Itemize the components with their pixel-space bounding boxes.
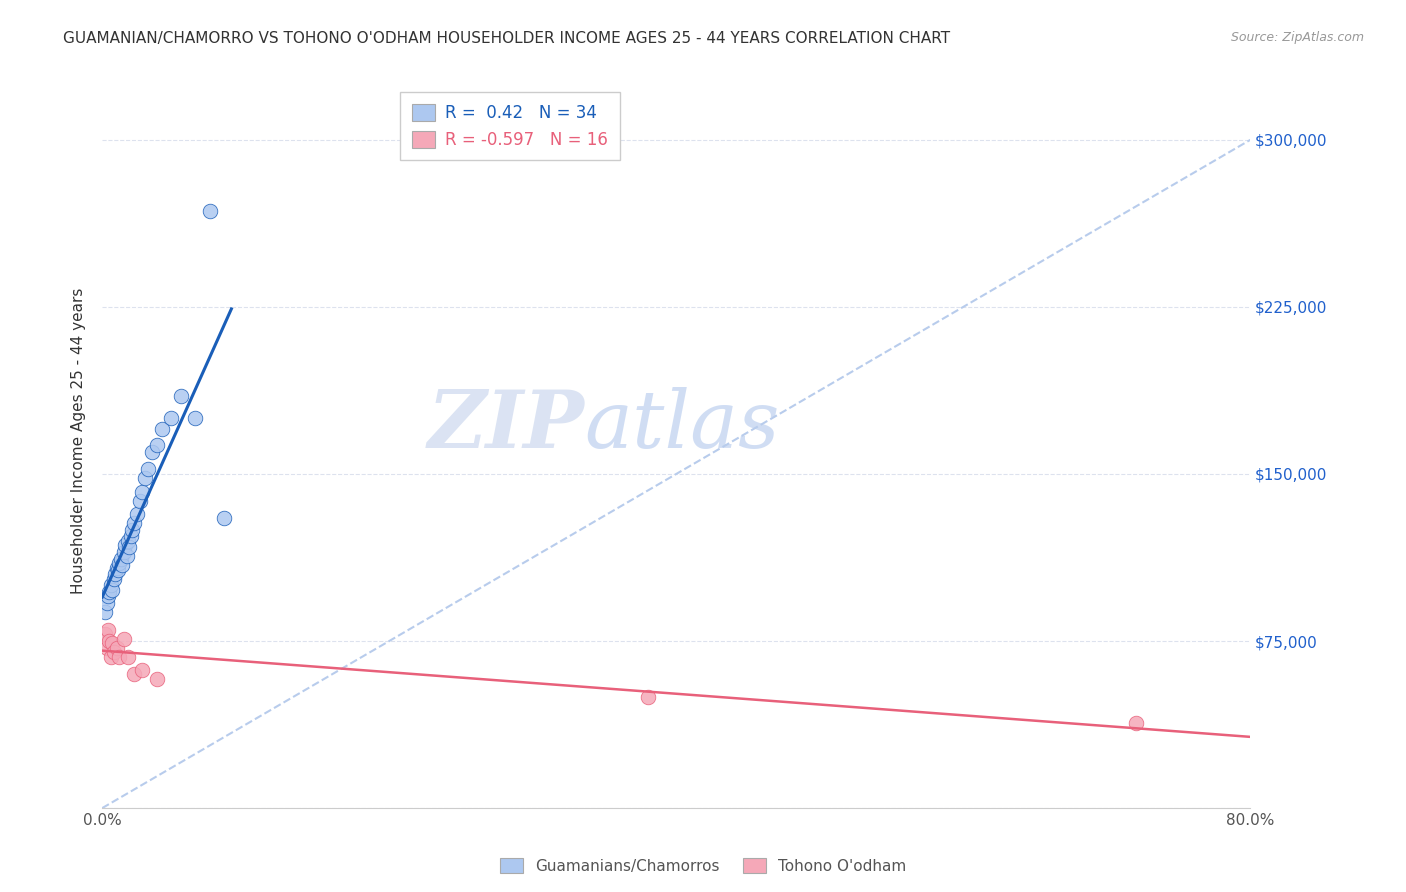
Point: [103, 645, 125, 659]
Point: [152, 422, 174, 436]
Point: [97, 590, 120, 604]
Point: [131, 484, 153, 499]
Point: [110, 551, 132, 566]
Point: [94, 627, 117, 641]
Point: [160, 411, 183, 425]
Point: [125, 507, 148, 521]
Point: [111, 558, 134, 573]
Y-axis label: Householder Income Ages 25 - 44 years: Householder Income Ages 25 - 44 years: [72, 287, 86, 594]
Point: [184, 411, 207, 425]
Point: [115, 549, 138, 564]
Point: [104, 567, 127, 582]
Point: [122, 667, 145, 681]
Point: [198, 204, 221, 219]
Point: [97, 623, 120, 637]
Point: [112, 545, 135, 559]
Point: [134, 471, 156, 485]
Point: [122, 516, 145, 530]
Point: [101, 582, 124, 597]
Text: ZIP: ZIP: [427, 387, 585, 465]
Point: [98, 585, 121, 599]
Point: [103, 572, 125, 586]
Point: [112, 632, 135, 646]
Point: [145, 438, 167, 452]
Point: [131, 663, 153, 677]
Text: Source: ZipAtlas.com: Source: ZipAtlas.com: [1230, 31, 1364, 45]
Point: [108, 649, 131, 664]
Point: [117, 649, 139, 664]
Point: [96, 596, 118, 610]
Point: [1125, 716, 1147, 731]
Point: [105, 560, 128, 574]
Point: [105, 640, 128, 655]
Point: [96, 640, 118, 655]
Text: atlas: atlas: [585, 387, 780, 465]
Point: [121, 523, 143, 537]
Point: [114, 538, 136, 552]
Point: [101, 636, 124, 650]
Point: [100, 649, 122, 664]
Legend: R =  0.42   N = 34, R = -0.597   N = 16: R = 0.42 N = 34, R = -0.597 N = 16: [401, 93, 620, 161]
Point: [136, 462, 159, 476]
Point: [94, 605, 117, 619]
Point: [108, 556, 131, 570]
Point: [117, 533, 139, 548]
Point: [98, 634, 121, 648]
Point: [118, 541, 141, 555]
Point: [145, 672, 167, 686]
Point: [212, 511, 235, 525]
Point: [170, 389, 193, 403]
Text: GUAMANIAN/CHAMORRO VS TOHONO O'ODHAM HOUSEHOLDER INCOME AGES 25 - 44 YEARS CORRE: GUAMANIAN/CHAMORRO VS TOHONO O'ODHAM HOU…: [63, 31, 950, 46]
Point: [120, 529, 142, 543]
Point: [128, 493, 150, 508]
Point: [100, 578, 122, 592]
Legend: Guamanians/Chamorros, Tohono O'odham: Guamanians/Chamorros, Tohono O'odham: [494, 852, 912, 880]
Point: [107, 563, 129, 577]
Point: [637, 690, 659, 704]
Point: [141, 444, 163, 458]
